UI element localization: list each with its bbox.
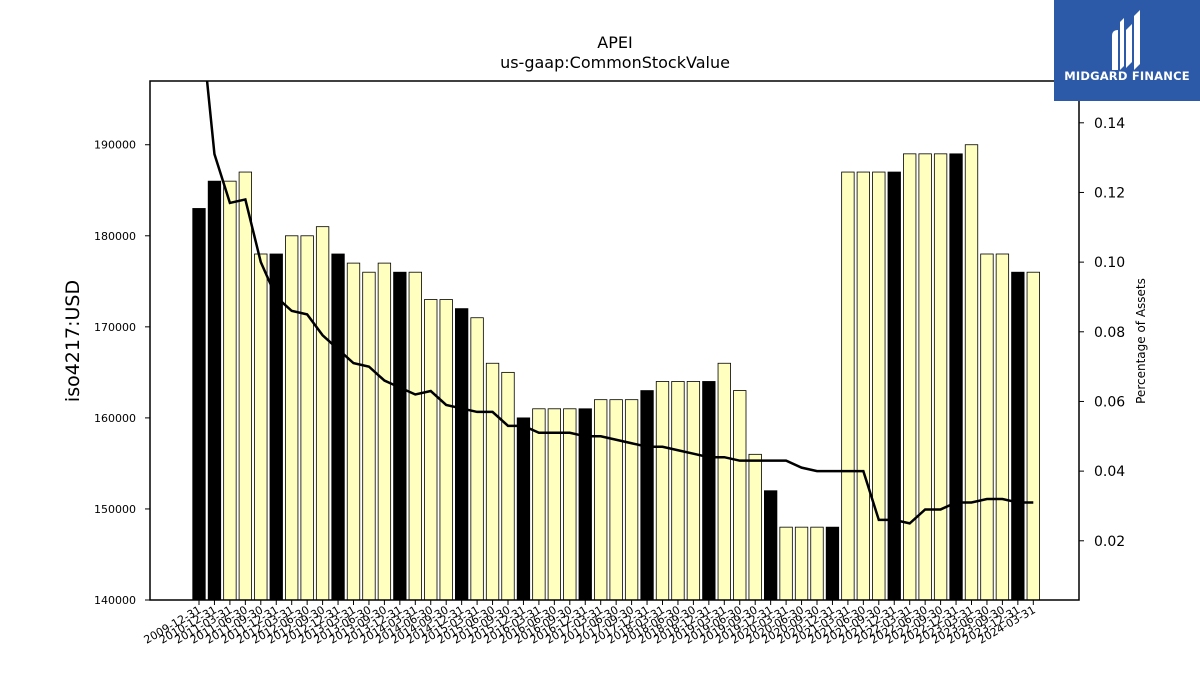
bar-2015-03-31 — [470, 317, 484, 601]
bar-2020-09-30 — [810, 526, 824, 601]
y-tick-label: 140000 — [94, 594, 136, 607]
y2-tick-label: 0.14 — [1094, 116, 1125, 132]
bar-2012-03-31 — [285, 235, 299, 601]
logo-text: MIDGARD FINANCE — [1064, 69, 1190, 83]
bar-2022-06-30 — [918, 153, 932, 601]
bar-2017-12-31 — [640, 390, 654, 601]
y2-axis-ticks: 0.02 0.04 0.06 0.08 0.10 0.12 0.14 — [1079, 116, 1125, 550]
bar-2023-09-30 — [995, 253, 1010, 601]
bar-2014-06-30 — [424, 299, 438, 601]
bar-2016-06-30 — [547, 408, 561, 601]
bar-2021-03-31 — [841, 171, 855, 601]
bar-2013-03-31 — [346, 262, 361, 601]
bar-2011-09-30 — [254, 253, 268, 601]
chart-title: APEI — [597, 33, 632, 52]
y2-axis-label: Percentage of Assets — [1134, 278, 1148, 404]
bar-2019-09-30 — [748, 453, 762, 601]
bar-2022-03-31 — [903, 153, 917, 601]
bar-2017-09-30 — [624, 399, 639, 601]
bar-2022-09-30 — [933, 153, 948, 601]
bar-2021-12-31 — [887, 171, 901, 601]
y2-tick-label: 0.04 — [1094, 464, 1125, 480]
bar-2011-03-31 — [223, 180, 237, 601]
bar-2019-06-30 — [733, 390, 747, 601]
y-axis-ticks: 140000 150000 160000 170000 180000 190000 — [94, 139, 150, 607]
bar-2018-09-30 — [686, 381, 701, 601]
bars-group — [192, 144, 1040, 601]
y-tick-label: 170000 — [94, 321, 136, 334]
bar-2013-06-30 — [362, 271, 376, 601]
bar-2012-06-30 — [300, 235, 314, 601]
bar-2019-12-31 — [764, 490, 778, 601]
bar-2024-03-31 — [1026, 271, 1040, 601]
bar-2020-12-31 — [825, 526, 840, 601]
bar-2014-03-31 — [408, 271, 422, 601]
bar-2015-12-31 — [516, 417, 531, 601]
y-axis-label: iso4217:USD — [62, 280, 84, 402]
bar-2018-03-31 — [655, 381, 670, 601]
chart-subtitle: us-gaap:CommonStockValue — [500, 53, 730, 72]
bar-2012-12-31 — [331, 253, 345, 601]
bar-2014-09-30 — [439, 299, 453, 601]
bar-2019-03-31 — [717, 362, 731, 601]
bar-2013-09-30 — [377, 262, 392, 601]
y2-tick-label: 0.02 — [1094, 534, 1125, 550]
bar-2010-12-31 — [207, 180, 222, 601]
y-tick-label: 180000 — [94, 230, 136, 243]
bar-2023-12-31 — [1011, 271, 1025, 601]
bar-2016-03-31 — [532, 408, 546, 601]
y-tick-label: 150000 — [94, 503, 136, 516]
bar-2023-06-30 — [980, 253, 994, 601]
bar-2017-06-30 — [609, 399, 623, 601]
plot-frame — [149, 80, 1080, 601]
bar-2023-03-31 — [964, 144, 979, 601]
y-tick-label: 160000 — [94, 412, 136, 425]
y-tick-label: 190000 — [94, 139, 136, 152]
bar-2013-12-31 — [393, 271, 407, 601]
bar-2020-06-30 — [794, 526, 809, 601]
bar-2021-09-30 — [872, 171, 886, 601]
percentage-line — [205, 81, 1034, 525]
bar-2009-12-31 — [192, 208, 206, 601]
bar-2016-09-30 — [563, 408, 577, 601]
x-axis-ticks: 2009-12-312010-12-312011-03-312011-06-30… — [142, 600, 1038, 647]
bar-2018-06-30 — [671, 381, 685, 601]
bar-2012-09-30 — [315, 226, 330, 601]
bar-2018-12-31 — [702, 381, 716, 601]
bar-2022-12-31 — [949, 153, 963, 601]
y2-tick-label: 0.06 — [1094, 394, 1125, 410]
bar-2015-09-30 — [501, 371, 515, 601]
bar-2021-06-30 — [856, 171, 870, 601]
bar-2011-06-30 — [238, 171, 253, 601]
y2-tick-label: 0.08 — [1094, 325, 1125, 341]
y2-tick-label: 0.10 — [1094, 255, 1125, 271]
bar-2015-06-30 — [485, 362, 500, 601]
midgard-monogram-icon — [1112, 10, 1140, 70]
bar-2017-03-31 — [594, 399, 608, 601]
bar-2020-03-31 — [779, 526, 793, 601]
y2-tick-label: 0.12 — [1094, 185, 1125, 201]
bar-2014-12-31 — [454, 308, 469, 601]
bar-2011-12-31 — [269, 253, 283, 601]
line-group — [205, 81, 1034, 525]
midgard-logo: MIDGARD FINANCE — [1054, 0, 1200, 101]
